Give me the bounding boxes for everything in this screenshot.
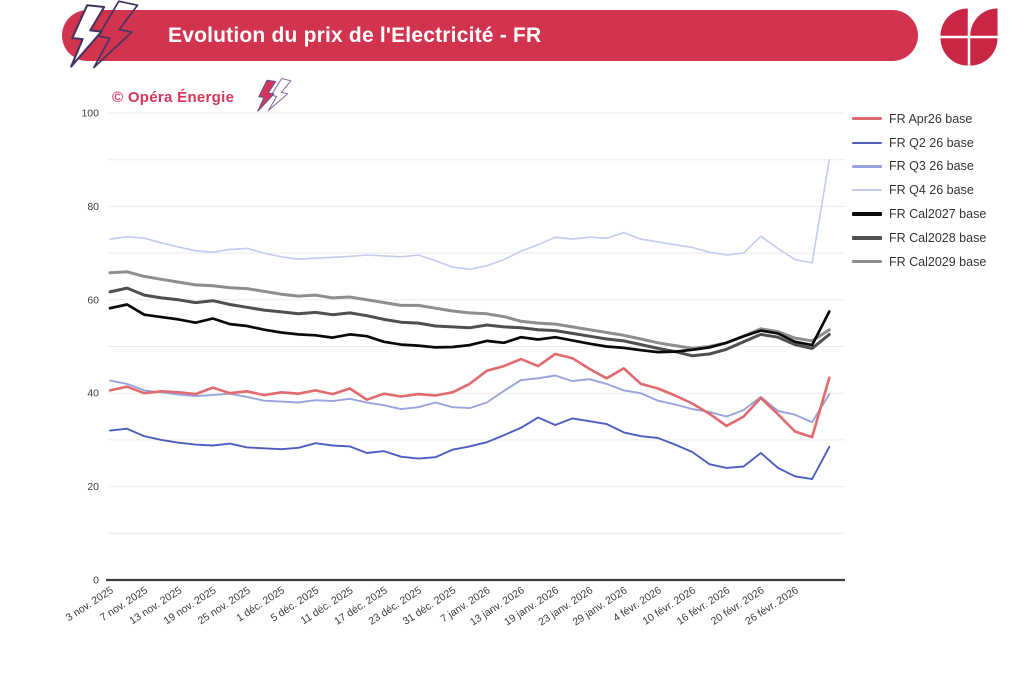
watermark-text: © Opéra Énergie [112, 89, 235, 106]
legend-label: FR Cal2027 base [889, 207, 987, 222]
series-line-fr-q2-26-base [109, 416, 831, 481]
opera-energie-logo [940, 8, 998, 66]
series-line-fr-apr26-base [108, 352, 831, 439]
legend-label: FR Cal2029 base [889, 254, 987, 269]
page-title: Evolution du prix de l'Electricité - FR [168, 24, 542, 47]
series-line-fr-cal2027-base [108, 303, 831, 354]
legend-line-swatch [852, 141, 882, 144]
series-line-fr-q4-26-base [109, 158, 831, 271]
header-banner: Evolution du prix de l'Electricité - FR [62, 10, 918, 61]
legend-label: FR Apr26 base [889, 111, 973, 126]
legend-item: FR Apr26 base [852, 107, 986, 131]
y-axis-tick-label: 0 [93, 575, 99, 587]
y-axis-tick-label: 100 [81, 108, 99, 120]
series-line-fr-cal2028-base [108, 286, 831, 358]
legend-label: FR Q4 26 base [889, 183, 974, 198]
lightning-bolt-icon [70, 0, 139, 69]
series-line-fr-cal2029-base [108, 270, 831, 350]
legend-item: FR Q3 26 base [852, 155, 986, 179]
legend-line-swatch [852, 212, 882, 216]
legend-label: FR Q2 26 base [889, 135, 974, 150]
legend-item: FR Q4 26 base [852, 178, 986, 202]
legend-line-swatch [852, 165, 882, 168]
y-axis-tick-label: 20 [87, 481, 99, 493]
legend-line-swatch [852, 236, 882, 240]
y-axis-tick-label: 40 [87, 388, 99, 400]
legend-item: FR Cal2029 base [852, 250, 986, 274]
legend-item: FR Q2 26 base [852, 131, 986, 155]
legend-label: FR Cal2028 base [889, 230, 987, 245]
legend-item: FR Cal2027 base [852, 202, 986, 226]
legend-item: FR Cal2028 base [852, 226, 986, 250]
y-axis-tick-label: 80 [87, 201, 99, 213]
watermark-bolt-icon [257, 78, 292, 112]
chart-legend: FR Apr26 base FR Q2 26 base FR Q3 26 base F… [852, 107, 986, 274]
legend-label: FR Q3 26 base [889, 159, 974, 174]
legend-line-swatch [852, 117, 882, 121]
y-axis-tick-label: 60 [87, 294, 99, 306]
legend-line-swatch [852, 259, 882, 264]
legend-line-swatch [852, 189, 882, 192]
